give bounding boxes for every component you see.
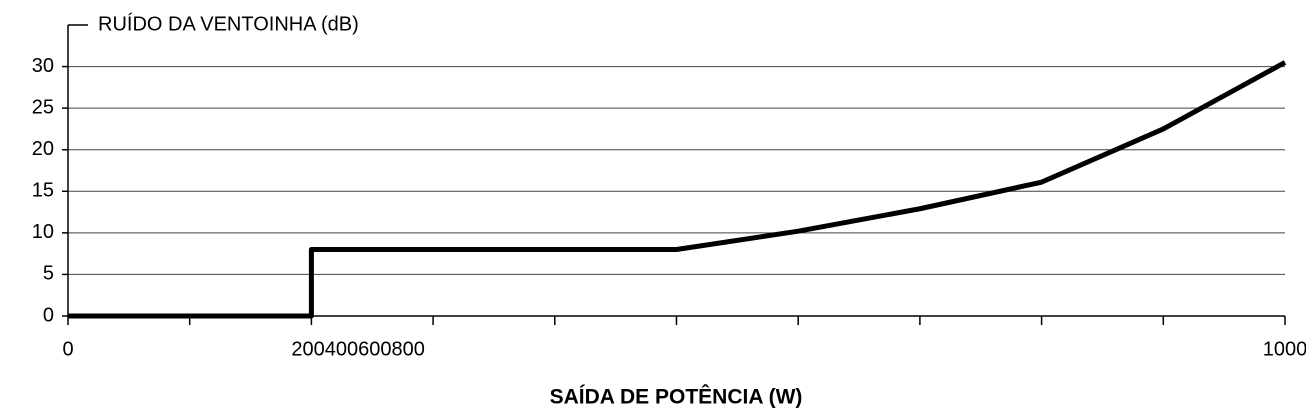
y-tick-label: 30 xyxy=(32,55,54,77)
y-tick-label: 25 xyxy=(32,96,54,118)
data-line xyxy=(68,60,1287,319)
y-tick-label: 5 xyxy=(43,263,54,285)
y-tick-label: 10 xyxy=(32,221,54,243)
y-tick-label: 20 xyxy=(32,138,54,160)
x-tick-label: 200400600800 xyxy=(291,338,424,360)
x-tick-label: 0 xyxy=(62,338,73,360)
chart-title: RUÍDO DA VENTOINHA (dB) xyxy=(98,12,359,35)
y-tick-label: 0 xyxy=(43,304,54,326)
x-axis-label: SAÍDA DE POTÊNCIA (W) xyxy=(550,385,803,409)
y-tick-label: 15 xyxy=(32,180,54,202)
x-tick-label: 1000 xyxy=(1263,338,1306,360)
